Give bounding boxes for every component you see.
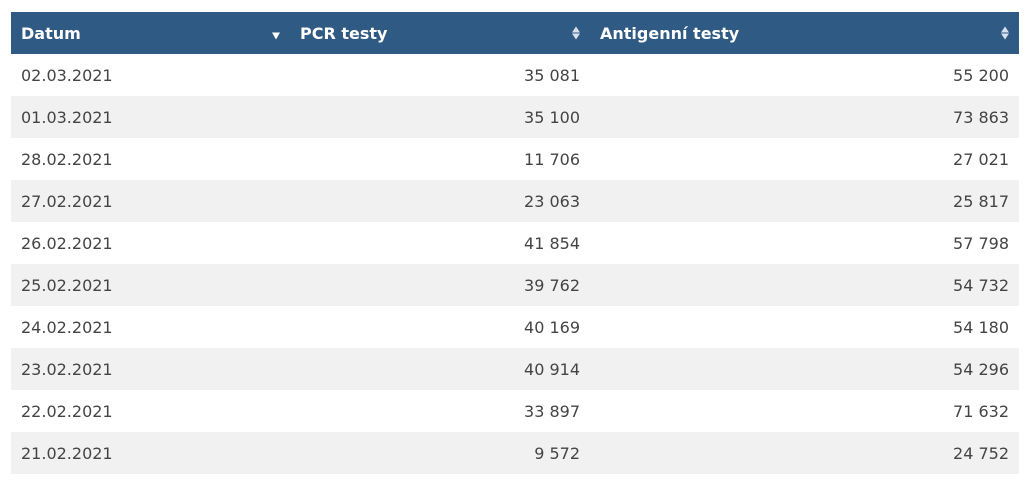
sort-descending-icon[interactable] — [272, 27, 280, 40]
tests-table: Datum PCR testy Antigenní testy — [11, 12, 1019, 474]
cell-antigenni-testy: 25 817 — [953, 191, 1009, 211]
table-row: 27.02.2021 23 063 25 817 — [11, 180, 1019, 222]
cell-antigenni-testy: 54 732 — [953, 275, 1009, 295]
cell-pcr-testy: 33 897 — [524, 401, 580, 421]
cell-antigenni-testy: 54 180 — [953, 317, 1009, 337]
data-table-container: Datum PCR testy Antigenní testy — [11, 12, 1019, 474]
cell-pcr-testy: 40 169 — [524, 317, 580, 337]
table-row: 21.02.2021 9 572 24 752 — [11, 432, 1019, 474]
cell-antigenni-testy: 27 021 — [953, 149, 1009, 169]
header-row: Datum PCR testy Antigenní testy — [11, 12, 1019, 54]
table-row: 26.02.2021 41 854 57 798 — [11, 222, 1019, 264]
column-header-label: Datum — [21, 24, 81, 43]
cell-pcr-testy: 11 706 — [524, 149, 580, 169]
table-row: 23.02.2021 40 914 54 296 — [11, 348, 1019, 390]
cell-pcr-testy: 35 081 — [524, 65, 580, 85]
cell-antigenni-testy: 55 200 — [953, 65, 1009, 85]
cell-pcr-testy: 40 914 — [524, 359, 580, 379]
column-header-antigenni-testy[interactable]: Antigenní testy — [590, 12, 1019, 54]
cell-datum: 24.02.2021 — [21, 317, 113, 337]
table-row: 01.03.2021 35 100 73 863 — [11, 96, 1019, 138]
cell-datum: 28.02.2021 — [21, 149, 113, 169]
cell-pcr-testy: 35 100 — [524, 107, 580, 127]
table-row: 22.02.2021 33 897 71 632 — [11, 390, 1019, 432]
table-row: 28.02.2021 11 706 27 021 — [11, 138, 1019, 180]
cell-antigenni-testy: 57 798 — [953, 233, 1009, 253]
cell-pcr-testy: 23 063 — [524, 191, 580, 211]
sort-both-icon[interactable] — [572, 26, 580, 40]
cell-antigenni-testy: 71 632 — [953, 401, 1009, 421]
cell-antigenni-testy: 24 752 — [953, 443, 1009, 463]
cell-datum: 27.02.2021 — [21, 191, 113, 211]
sort-both-icon[interactable] — [1001, 26, 1009, 40]
cell-datum: 26.02.2021 — [21, 233, 113, 253]
column-header-pcr-testy[interactable]: PCR testy — [290, 12, 590, 54]
cell-datum: 25.02.2021 — [21, 275, 113, 295]
cell-datum: 21.02.2021 — [21, 443, 113, 463]
table-row: 25.02.2021 39 762 54 732 — [11, 264, 1019, 306]
cell-datum: 02.03.2021 — [21, 65, 113, 85]
column-header-label: Antigenní testy — [600, 24, 740, 43]
cell-antigenni-testy: 54 296 — [953, 359, 1009, 379]
column-header-datum[interactable]: Datum — [11, 12, 290, 54]
cell-datum: 01.03.2021 — [21, 107, 113, 127]
column-header-label: PCR testy — [300, 24, 388, 43]
cell-datum: 22.02.2021 — [21, 401, 113, 421]
table-body: 02.03.2021 35 081 55 200 01.03.2021 35 100 73… — [11, 54, 1019, 474]
cell-antigenni-testy: 73 863 — [953, 107, 1009, 127]
cell-datum: 23.02.2021 — [21, 359, 113, 379]
cell-pcr-testy: 41 854 — [524, 233, 580, 253]
table-row: 02.03.2021 35 081 55 200 — [11, 54, 1019, 96]
cell-pcr-testy: 9 572 — [534, 443, 580, 463]
table-row: 24.02.2021 40 169 54 180 — [11, 306, 1019, 348]
cell-pcr-testy: 39 762 — [524, 275, 580, 295]
table-header: Datum PCR testy Antigenní testy — [11, 12, 1019, 54]
